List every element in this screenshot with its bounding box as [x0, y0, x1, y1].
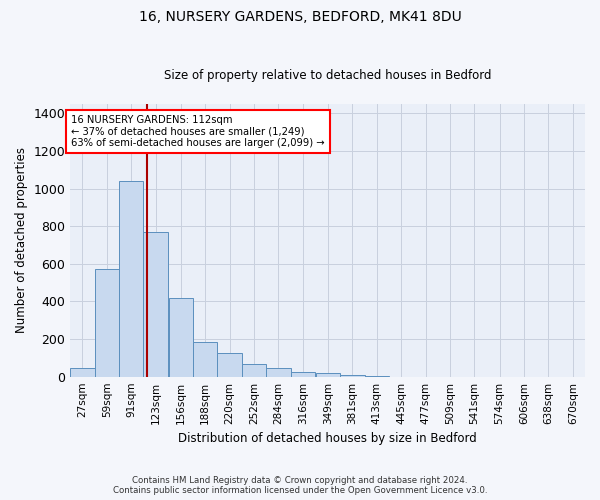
Bar — [217, 353, 242, 376]
Bar — [242, 364, 266, 376]
Text: 16, NURSERY GARDENS, BEDFORD, MK41 8DU: 16, NURSERY GARDENS, BEDFORD, MK41 8DU — [139, 10, 461, 24]
Bar — [143, 232, 168, 376]
Y-axis label: Number of detached properties: Number of detached properties — [15, 148, 28, 334]
Text: 16 NURSERY GARDENS: 112sqm
← 37% of detached houses are smaller (1,249)
63% of s: 16 NURSERY GARDENS: 112sqm ← 37% of deta… — [71, 116, 325, 148]
Bar — [119, 181, 143, 376]
Bar — [266, 368, 290, 376]
Bar — [193, 342, 217, 376]
Bar — [316, 373, 340, 376]
Bar — [290, 372, 315, 376]
Bar — [70, 368, 95, 376]
X-axis label: Distribution of detached houses by size in Bedford: Distribution of detached houses by size … — [178, 432, 477, 445]
Bar — [169, 298, 193, 376]
Title: Size of property relative to detached houses in Bedford: Size of property relative to detached ho… — [164, 69, 491, 82]
Bar — [340, 375, 365, 376]
Text: Contains HM Land Registry data © Crown copyright and database right 2024.
Contai: Contains HM Land Registry data © Crown c… — [113, 476, 487, 495]
Bar — [95, 270, 119, 376]
